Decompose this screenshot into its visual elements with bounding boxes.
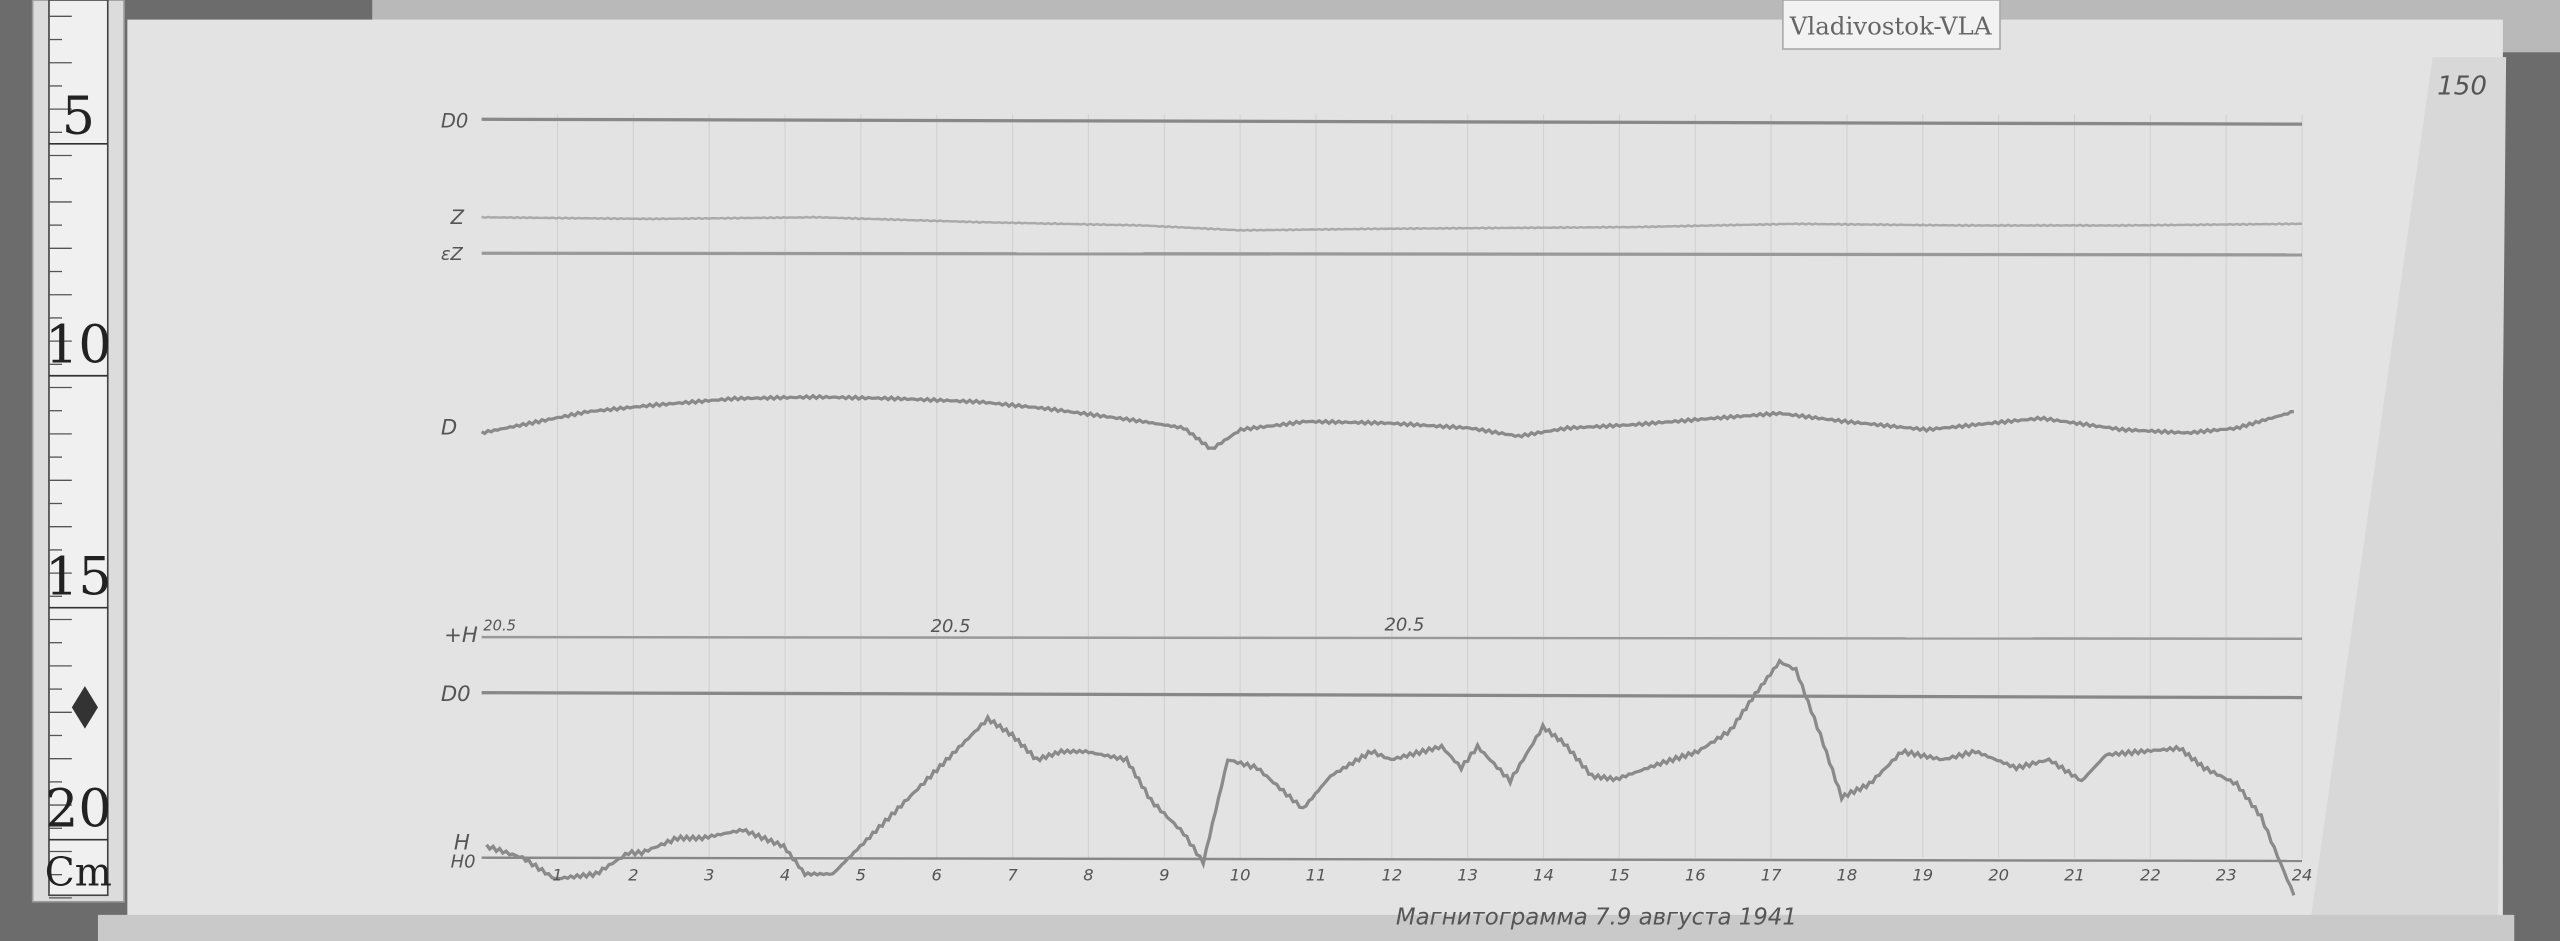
sheet-number: 150	[2437, 72, 2487, 102]
hour-label: 22	[2140, 866, 2161, 885]
label-h0: H0	[451, 851, 476, 872]
d0-bottom-baseline	[481, 691, 2303, 700]
h-trace	[485, 657, 2296, 896]
hour-label: 16	[1685, 866, 1706, 885]
hour-label: 3	[704, 866, 714, 885]
magnetogram-paper	[127, 19, 2503, 919]
hour-label: 1	[552, 866, 562, 885]
z-trace	[481, 215, 2303, 232]
hour-label: 8	[1083, 866, 1093, 885]
hour-label: 6	[932, 866, 942, 885]
label-d0-bottom: D0	[441, 682, 471, 707]
hour-label: 23	[2216, 866, 2237, 885]
ruler-mark: 20	[45, 779, 111, 840]
label-h: H	[454, 831, 470, 856]
hour-label: 24	[2292, 866, 2313, 885]
hour-label: 4	[780, 866, 790, 885]
station-label-tab	[1782, 0, 2001, 50]
label-ez: εZ	[441, 244, 464, 265]
plus-h-baseline	[481, 635, 2303, 640]
label-plus-h-value: 20.5	[483, 618, 516, 635]
footer-handwriting: Магнитограмма 7.9 августа 1941	[1396, 905, 1797, 931]
hour-label: 13	[1457, 866, 1478, 885]
d0-top-baseline	[481, 117, 2303, 126]
baseline-annotation: 20.5	[1384, 615, 1424, 636]
hour-label: 10	[1230, 866, 1251, 885]
ruler-scale	[48, 0, 109, 897]
hour-label: 19	[1912, 866, 1933, 885]
hour-labels: 1 2 3 4 5 6 7 8 9 10 11 12 13 14 15 16 17 18 19 20 21 22 23 24	[552, 866, 2312, 885]
ruler-unit: Cm	[45, 850, 112, 895]
hour-gridlines	[556, 114, 2303, 858]
d-trace	[480, 393, 2294, 451]
hour-label: 14	[1533, 866, 1554, 885]
hour-label: 21	[2064, 866, 2085, 885]
hour-label: 7	[1007, 866, 1018, 885]
hour-label: 2	[628, 866, 638, 885]
label-z: Z	[450, 206, 465, 229]
ruler-mark: 5	[62, 86, 95, 147]
ruler-ticks	[48, 15, 108, 899]
paper-fold	[2310, 57, 2507, 924]
ez-baseline	[481, 251, 2303, 257]
lower-sheet-edge	[97, 914, 2515, 941]
hour-label: 5	[856, 866, 866, 885]
ruler-mark: 10	[45, 315, 111, 376]
label-d: D	[441, 416, 457, 441]
station-label: Vladivostok-VLA	[1789, 11, 1992, 40]
hour-label: 12	[1381, 866, 1402, 885]
hour-label: 20	[1988, 866, 2009, 885]
hour-label: 15	[1609, 866, 1630, 885]
label-d0-top: D0	[441, 109, 469, 132]
h0-baseline	[481, 856, 2303, 863]
label-plus-h: +H	[444, 623, 478, 648]
hour-label: 11	[1306, 866, 1327, 885]
hour-label: 9	[1159, 866, 1169, 885]
ruler-mark: 15	[45, 547, 111, 608]
hour-label: 18	[1837, 866, 1858, 885]
baseline-annotation: 20.5	[931, 616, 971, 637]
hour-label: 17	[1761, 866, 1782, 885]
